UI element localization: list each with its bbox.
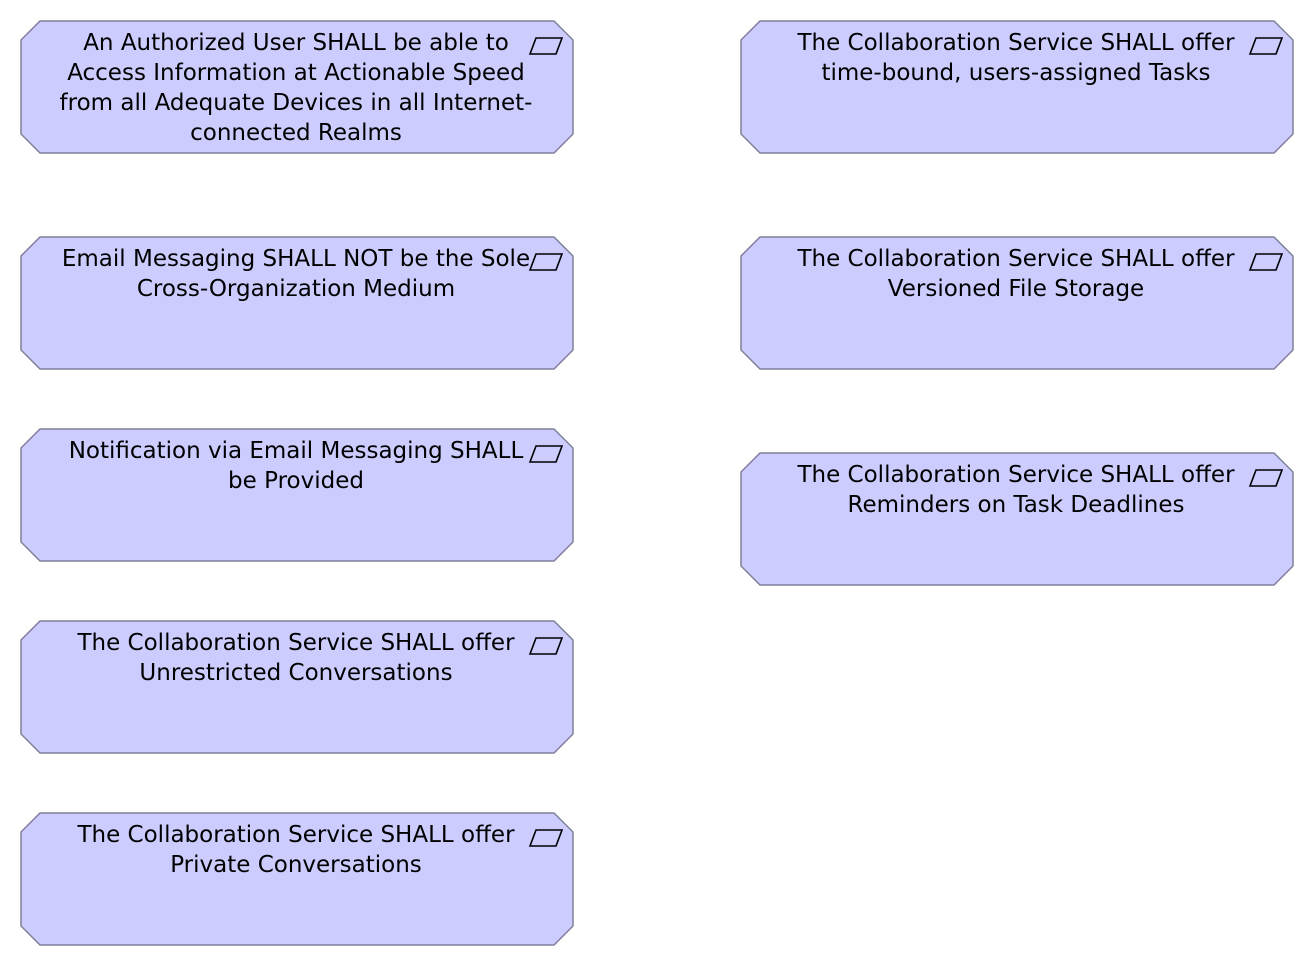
requirement-label: The Collaboration Service SHALL offer Pr…	[77, 822, 515, 878]
requirement-label: The Collaboration Service SHALL offer Re…	[797, 462, 1235, 518]
requirement-element[interactable]: The Collaboration Service SHALL offer ti…	[740, 20, 1294, 154]
requirement-label: The Collaboration Service SHALL offer Ve…	[797, 246, 1235, 302]
requirement-parallelogram-icon	[528, 445, 564, 463]
requirement-element[interactable]: The Collaboration Service SHALL offer Ve…	[740, 236, 1294, 370]
requirement-element[interactable]: Notification via Email Messaging SHALL b…	[20, 428, 574, 562]
requirement-element[interactable]: An Authorized User SHALL be able to Acce…	[20, 20, 574, 154]
requirement-parallelogram-icon	[528, 637, 564, 655]
requirement-shape	[740, 236, 1294, 370]
requirement-parallelogram-icon	[1248, 37, 1284, 55]
requirement-element[interactable]: Email Messaging SHALL NOT be the Sole Cr…	[20, 236, 574, 370]
requirement-label: Email Messaging SHALL NOT be the Sole Cr…	[61, 246, 531, 302]
requirement-label: An Authorized User SHALL be able to Acce…	[59, 30, 533, 146]
requirement-label: The Collaboration Service SHALL offer ti…	[797, 30, 1235, 86]
requirement-shape	[20, 428, 574, 562]
requirement-shape	[740, 452, 1294, 586]
requirement-parallelogram-icon	[1248, 469, 1284, 487]
requirement-element[interactable]: The Collaboration Service SHALL offer Un…	[20, 620, 574, 754]
requirement-shape	[20, 20, 574, 154]
requirement-label: Notification via Email Messaging SHALL b…	[68, 438, 524, 494]
requirement-shape	[740, 20, 1294, 154]
requirement-parallelogram-icon	[1248, 253, 1284, 271]
requirement-label: The Collaboration Service SHALL offer Un…	[77, 630, 515, 686]
requirement-parallelogram-icon	[528, 829, 564, 847]
requirement-element[interactable]: The Collaboration Service SHALL offer Re…	[740, 452, 1294, 586]
requirement-shape	[20, 812, 574, 946]
requirement-shape	[20, 620, 574, 754]
requirement-element[interactable]: The Collaboration Service SHALL offer Pr…	[20, 812, 574, 946]
requirement-parallelogram-icon	[528, 253, 564, 271]
requirement-shape	[20, 236, 574, 370]
requirement-parallelogram-icon	[528, 37, 564, 55]
